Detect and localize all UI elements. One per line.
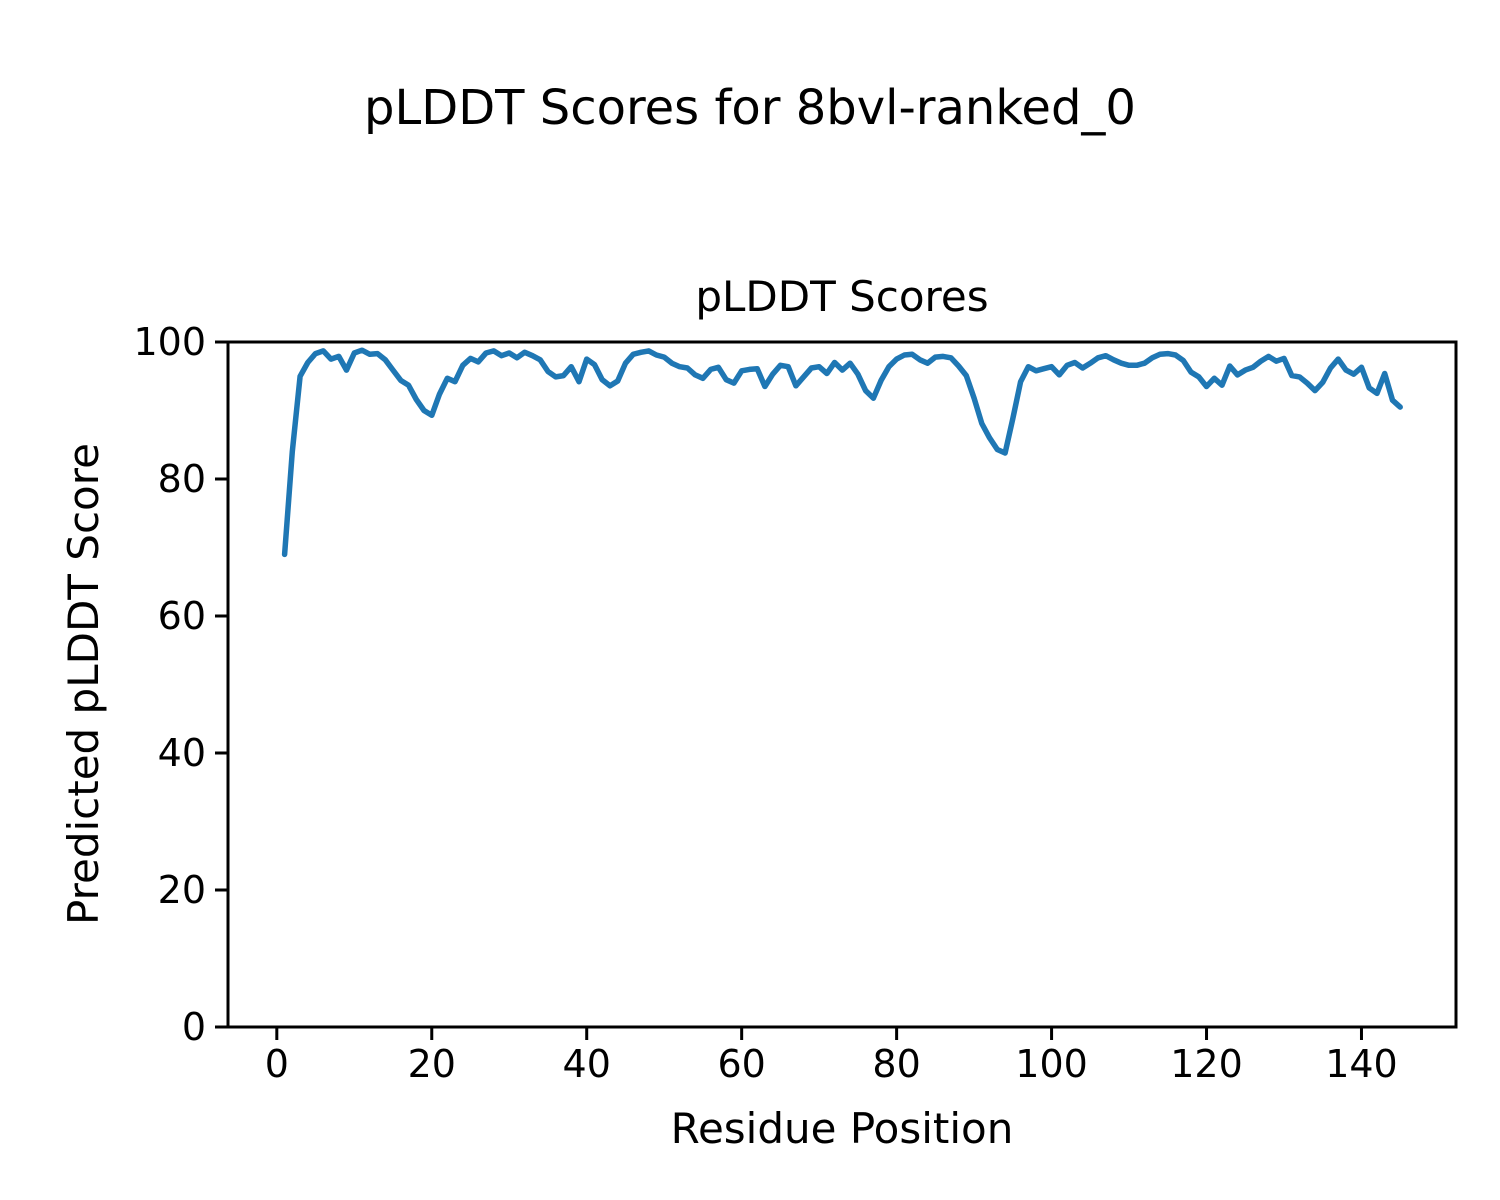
x-tick-label: 140 (1325, 1042, 1398, 1086)
x-tick-label: 100 (1015, 1042, 1088, 1086)
x-axis-label: Residue Position (670, 1104, 1014, 1153)
plddt-score-line (281, 347, 1403, 558)
y-tick-label: 40 (157, 731, 206, 775)
axis-tick-marks (215, 340, 1363, 1040)
x-tick-label: 0 (264, 1042, 289, 1086)
x-tick-label: 120 (1170, 1042, 1243, 1086)
y-tick-label: 20 (157, 868, 206, 912)
axes-title: pLDDT Scores (695, 272, 989, 321)
x-tick-label: 60 (717, 1042, 766, 1086)
x-tick-label: 40 (562, 1042, 611, 1086)
figure-title: pLDDT Scores for 8bvl-ranked_0 (364, 80, 1136, 136)
y-tick-label: 60 (157, 594, 206, 638)
y-tick-label: 100 (133, 320, 206, 364)
x-tick-label: 80 (872, 1042, 921, 1086)
x-tick-label: 20 (407, 1042, 456, 1086)
y-tick-label: 0 (181, 1005, 206, 1049)
plot-border (226, 340, 1458, 1029)
y-tick-label: 80 (157, 457, 206, 501)
